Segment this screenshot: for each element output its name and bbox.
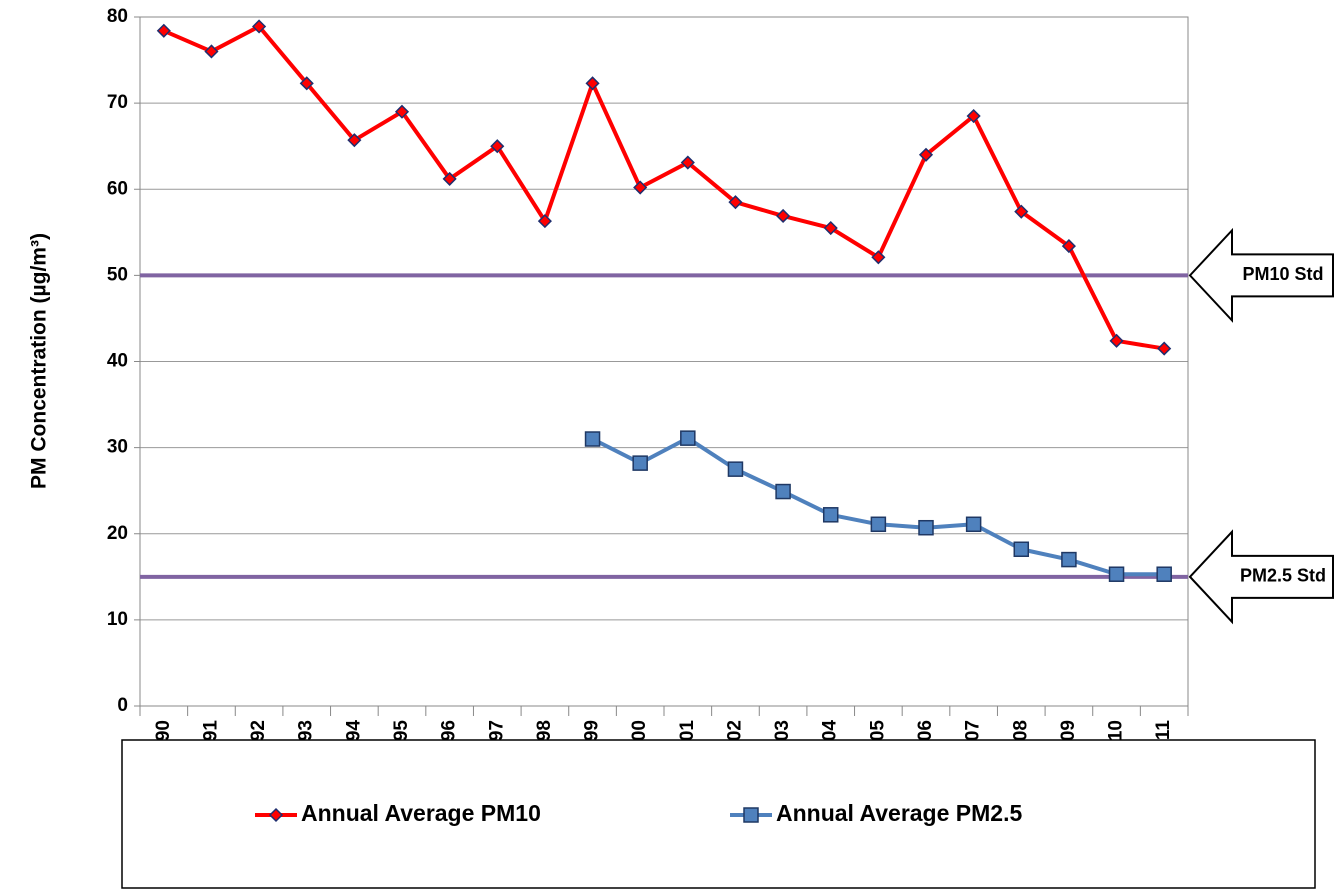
y-tick-label: 40 xyxy=(107,351,128,372)
data-point xyxy=(584,431,601,447)
legend-marker xyxy=(743,807,759,823)
data-point xyxy=(680,430,696,446)
annotation-arrow xyxy=(1188,529,1334,625)
data-point xyxy=(1109,333,1124,348)
data-point xyxy=(871,250,886,265)
data-point xyxy=(727,461,744,477)
series-line xyxy=(163,24,1165,351)
legend-marker xyxy=(268,807,284,823)
data-point xyxy=(204,44,219,59)
data-point xyxy=(156,23,171,38)
data-point xyxy=(490,139,505,154)
data-point xyxy=(966,108,981,124)
y-tick-label: 30 xyxy=(107,437,128,458)
annotation-label: PM2.5 Std xyxy=(1240,566,1326,586)
data-point xyxy=(822,507,839,523)
data-point xyxy=(537,214,552,229)
data-point xyxy=(823,220,838,236)
data-point xyxy=(633,180,648,195)
data-point xyxy=(632,455,648,471)
y-tick-label: 20 xyxy=(107,523,128,544)
data-point xyxy=(1108,566,1125,582)
y-tick-label: 60 xyxy=(107,178,128,199)
data-point xyxy=(728,195,743,210)
data-point xyxy=(775,483,791,500)
legend-label: Annual Average PM2.5 xyxy=(776,800,1022,826)
data-point xyxy=(1061,551,1077,568)
data-point xyxy=(442,171,457,186)
y-tick-label: 50 xyxy=(107,264,128,285)
data-point xyxy=(1157,341,1172,356)
data-point xyxy=(1061,239,1076,254)
data-point xyxy=(1014,204,1029,219)
annotation-label: PM10 Std xyxy=(1242,264,1323,284)
data-point xyxy=(918,519,934,536)
legend-box xyxy=(121,739,1316,889)
y-axis-label: PM Concentration (µg/m³) xyxy=(28,233,51,489)
y-tick-label: 0 xyxy=(117,695,128,716)
data-point xyxy=(394,104,410,119)
data-point xyxy=(965,516,982,533)
series-line xyxy=(591,436,1165,577)
y-tick-label: 10 xyxy=(107,609,128,630)
data-point xyxy=(252,19,267,34)
data-point xyxy=(870,516,887,533)
data-point xyxy=(1013,541,1030,558)
data-point xyxy=(299,76,314,91)
data-point xyxy=(585,76,600,91)
data-point xyxy=(680,155,695,170)
y-tick-label: 80 xyxy=(107,6,128,27)
data-point xyxy=(1156,566,1172,582)
y-tick-label: 70 xyxy=(107,92,128,113)
data-point xyxy=(347,133,362,148)
data-point xyxy=(776,208,791,224)
data-point xyxy=(918,147,934,162)
annotation-arrow xyxy=(1188,227,1334,323)
legend-label: Annual Average PM10 xyxy=(301,800,541,826)
